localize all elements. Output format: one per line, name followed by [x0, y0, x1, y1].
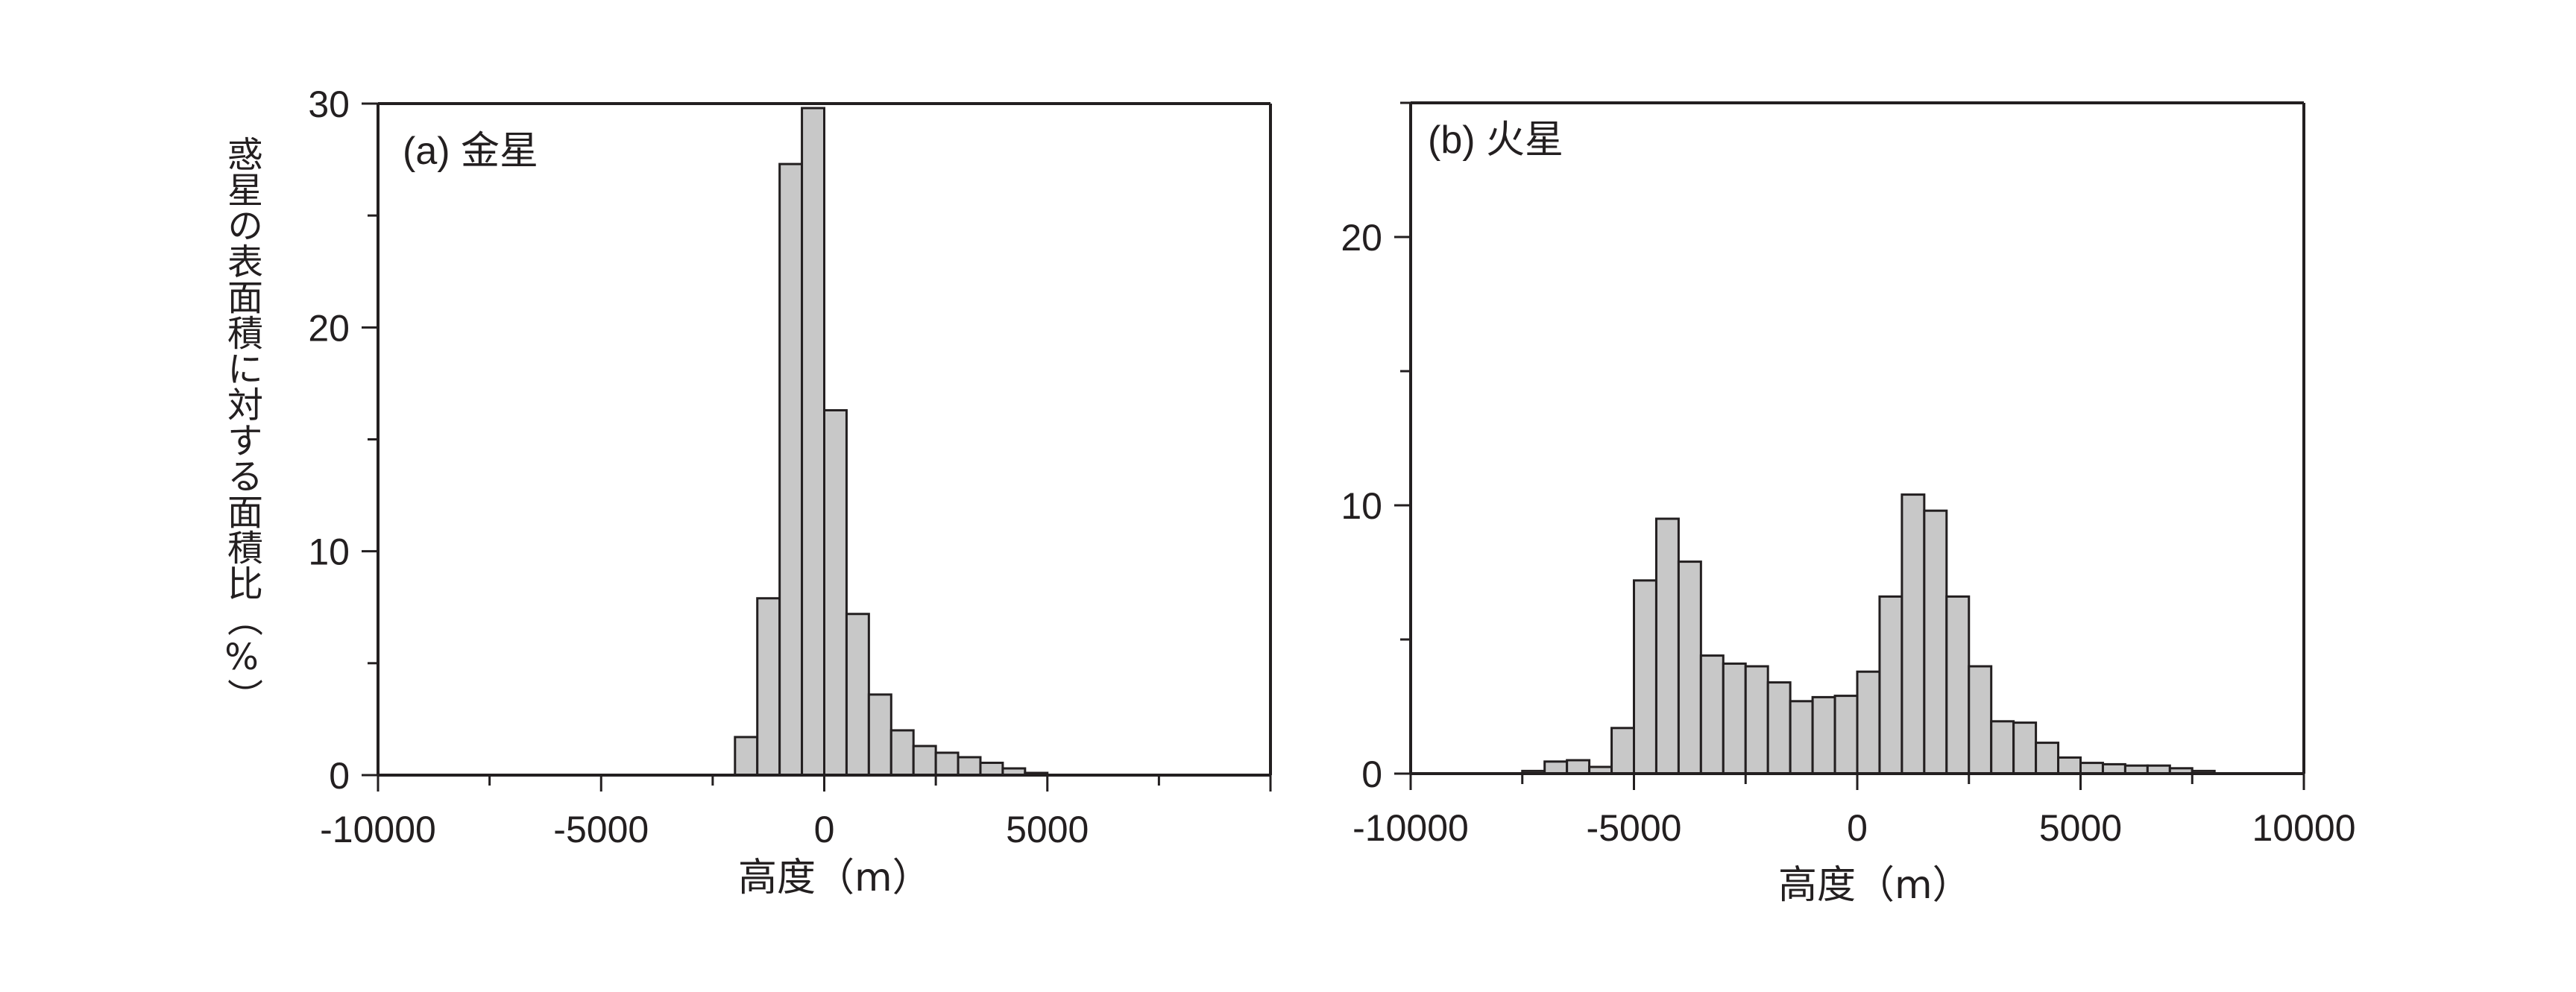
- venus-x-tick-label: -10000: [320, 809, 436, 850]
- venus-x-tick-label: 5000: [1006, 809, 1089, 850]
- mars-panel: 0 10 20 -10000 -5000 0 5000 10000 (b) 火星: [1341, 101, 2356, 849]
- mars-bar-5: [1633, 579, 1657, 775]
- venus-bar-10: [957, 756, 982, 777]
- venus-bar-4: [823, 408, 848, 777]
- venus-panel-title: (a) 金星: [403, 130, 538, 173]
- venus-bar-2: [778, 162, 804, 777]
- y-axis-label: 惑星の表面積に対する面積比（%）: [221, 136, 262, 714]
- venus-bar-5: [845, 613, 870, 777]
- mars-y-tick-label: 20: [1341, 217, 1382, 259]
- venus-bar-0: [734, 736, 759, 777]
- venus-x-axis-label: 高度（m）: [738, 856, 931, 900]
- venus-bar-6: [867, 693, 892, 777]
- mars-bar-22: [2012, 721, 2038, 775]
- mars-x-tick-label: -5000: [1587, 807, 1682, 849]
- mars-y-tick-label: 10: [1341, 485, 1382, 527]
- mars-panel-title: (b) 火星: [1428, 119, 1563, 162]
- mars-bar-23: [2035, 742, 2060, 775]
- mars-bar-13: [1811, 695, 1836, 775]
- venus-y-tick-label: 20: [308, 307, 350, 349]
- venus-panel: 0 10 20 30 -10000 -5000 0 5000 (a) 金星: [308, 83, 1272, 850]
- mars-bar-6: [1654, 517, 1680, 775]
- mars-bar-21: [1990, 720, 2015, 775]
- mars-bar-14: [1833, 695, 1859, 775]
- venus-x-tick-label: 0: [814, 809, 835, 850]
- mars-y-tick-label: 0: [1361, 754, 1382, 795]
- venus-bar-1: [756, 597, 781, 777]
- venus-y-tick-label: 30: [308, 83, 350, 125]
- mars-bar-4: [1610, 727, 1636, 775]
- venus-bar-3: [801, 107, 825, 777]
- mars-bar-12: [1789, 700, 1814, 775]
- mars-bar-25: [2079, 762, 2104, 775]
- mars-bar-8: [1699, 654, 1725, 775]
- mars-bar-1: [1543, 760, 1569, 775]
- venus-bar-8: [912, 745, 937, 777]
- mars-bar-19: [1945, 595, 1971, 775]
- mars-x-tick-label: -10000: [1352, 807, 1469, 849]
- venus-bar-7: [889, 729, 915, 777]
- mars-x-axis-label: 高度（m）: [1778, 863, 1971, 908]
- mars-bar-15: [1856, 670, 1881, 775]
- mars-bar-18: [1923, 509, 1948, 775]
- mars-bar-2: [1566, 759, 1591, 775]
- venus-bar-9: [934, 751, 960, 777]
- venus-y-tick-label: 0: [329, 755, 350, 797]
- mars-x-tick-label: 5000: [2039, 807, 2122, 849]
- mars-bar-24: [2057, 756, 2082, 775]
- mars-bar-17: [1900, 493, 1926, 775]
- venus-y-tick-label: 10: [308, 531, 350, 573]
- venus-x-tick-label: -5000: [553, 809, 649, 850]
- mars-bar-7: [1677, 560, 1702, 775]
- mars-x-tick-label: 0: [1847, 807, 1868, 849]
- mars-bar-9: [1722, 662, 1747, 775]
- mars-bar-16: [1878, 595, 1903, 775]
- mars-bar-20: [1968, 665, 1993, 775]
- venus-bar-11: [979, 761, 1004, 777]
- mars-x-tick-label: 10000: [2252, 807, 2355, 849]
- mars-bar-11: [1766, 681, 1792, 775]
- mars-bar-10: [1744, 665, 1769, 775]
